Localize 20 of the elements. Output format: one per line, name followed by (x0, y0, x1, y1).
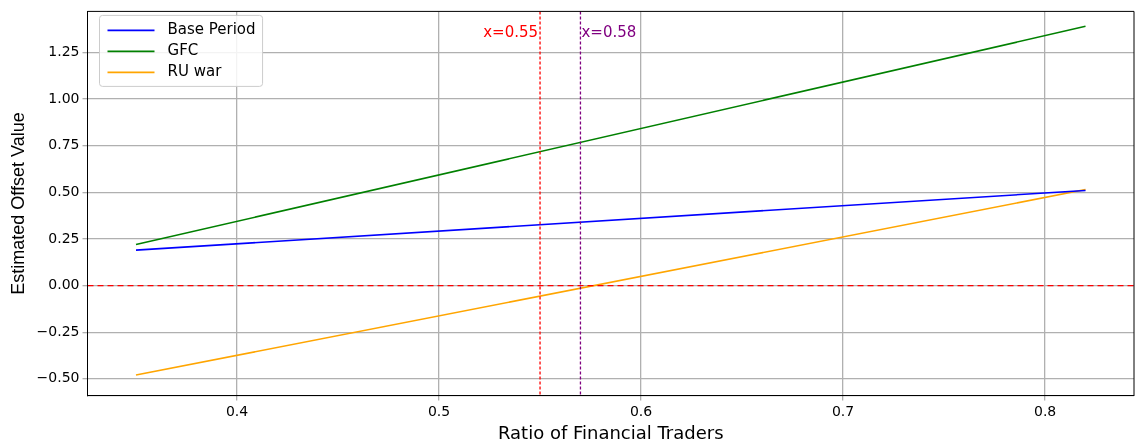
x-tick-label: 0.5 (427, 402, 451, 419)
y-tick-label: 0.00 (48, 276, 80, 293)
y-tick-label: 1.00 (48, 89, 80, 106)
y-tick-label: 0.75 (48, 136, 80, 153)
legend-label: Base Period (167, 20, 256, 39)
y-tick-label: 0.25 (48, 229, 80, 246)
x-tick-label: 0.4 (225, 402, 249, 419)
y-tick-label: −0.25 (36, 322, 80, 339)
y-axis-title: Estimated Offset Value (7, 112, 28, 295)
y-tick-label: 1.25 (48, 43, 80, 60)
x-axis-title: Ratio of Financial Traders (497, 421, 724, 443)
y-tick-label: 0.50 (48, 182, 80, 199)
x-tick-label: 0.7 (831, 402, 855, 419)
legend-label: GFC (167, 41, 199, 60)
annotation: x=0.58 (581, 23, 637, 42)
y-tick-label: −0.50 (36, 369, 80, 386)
legend-label: RU war (167, 62, 223, 81)
x-tick-label: 0.8 (1033, 402, 1057, 419)
x-tick-label: 0.6 (629, 402, 653, 419)
ref-line-label: x=0.55 (483, 23, 539, 42)
